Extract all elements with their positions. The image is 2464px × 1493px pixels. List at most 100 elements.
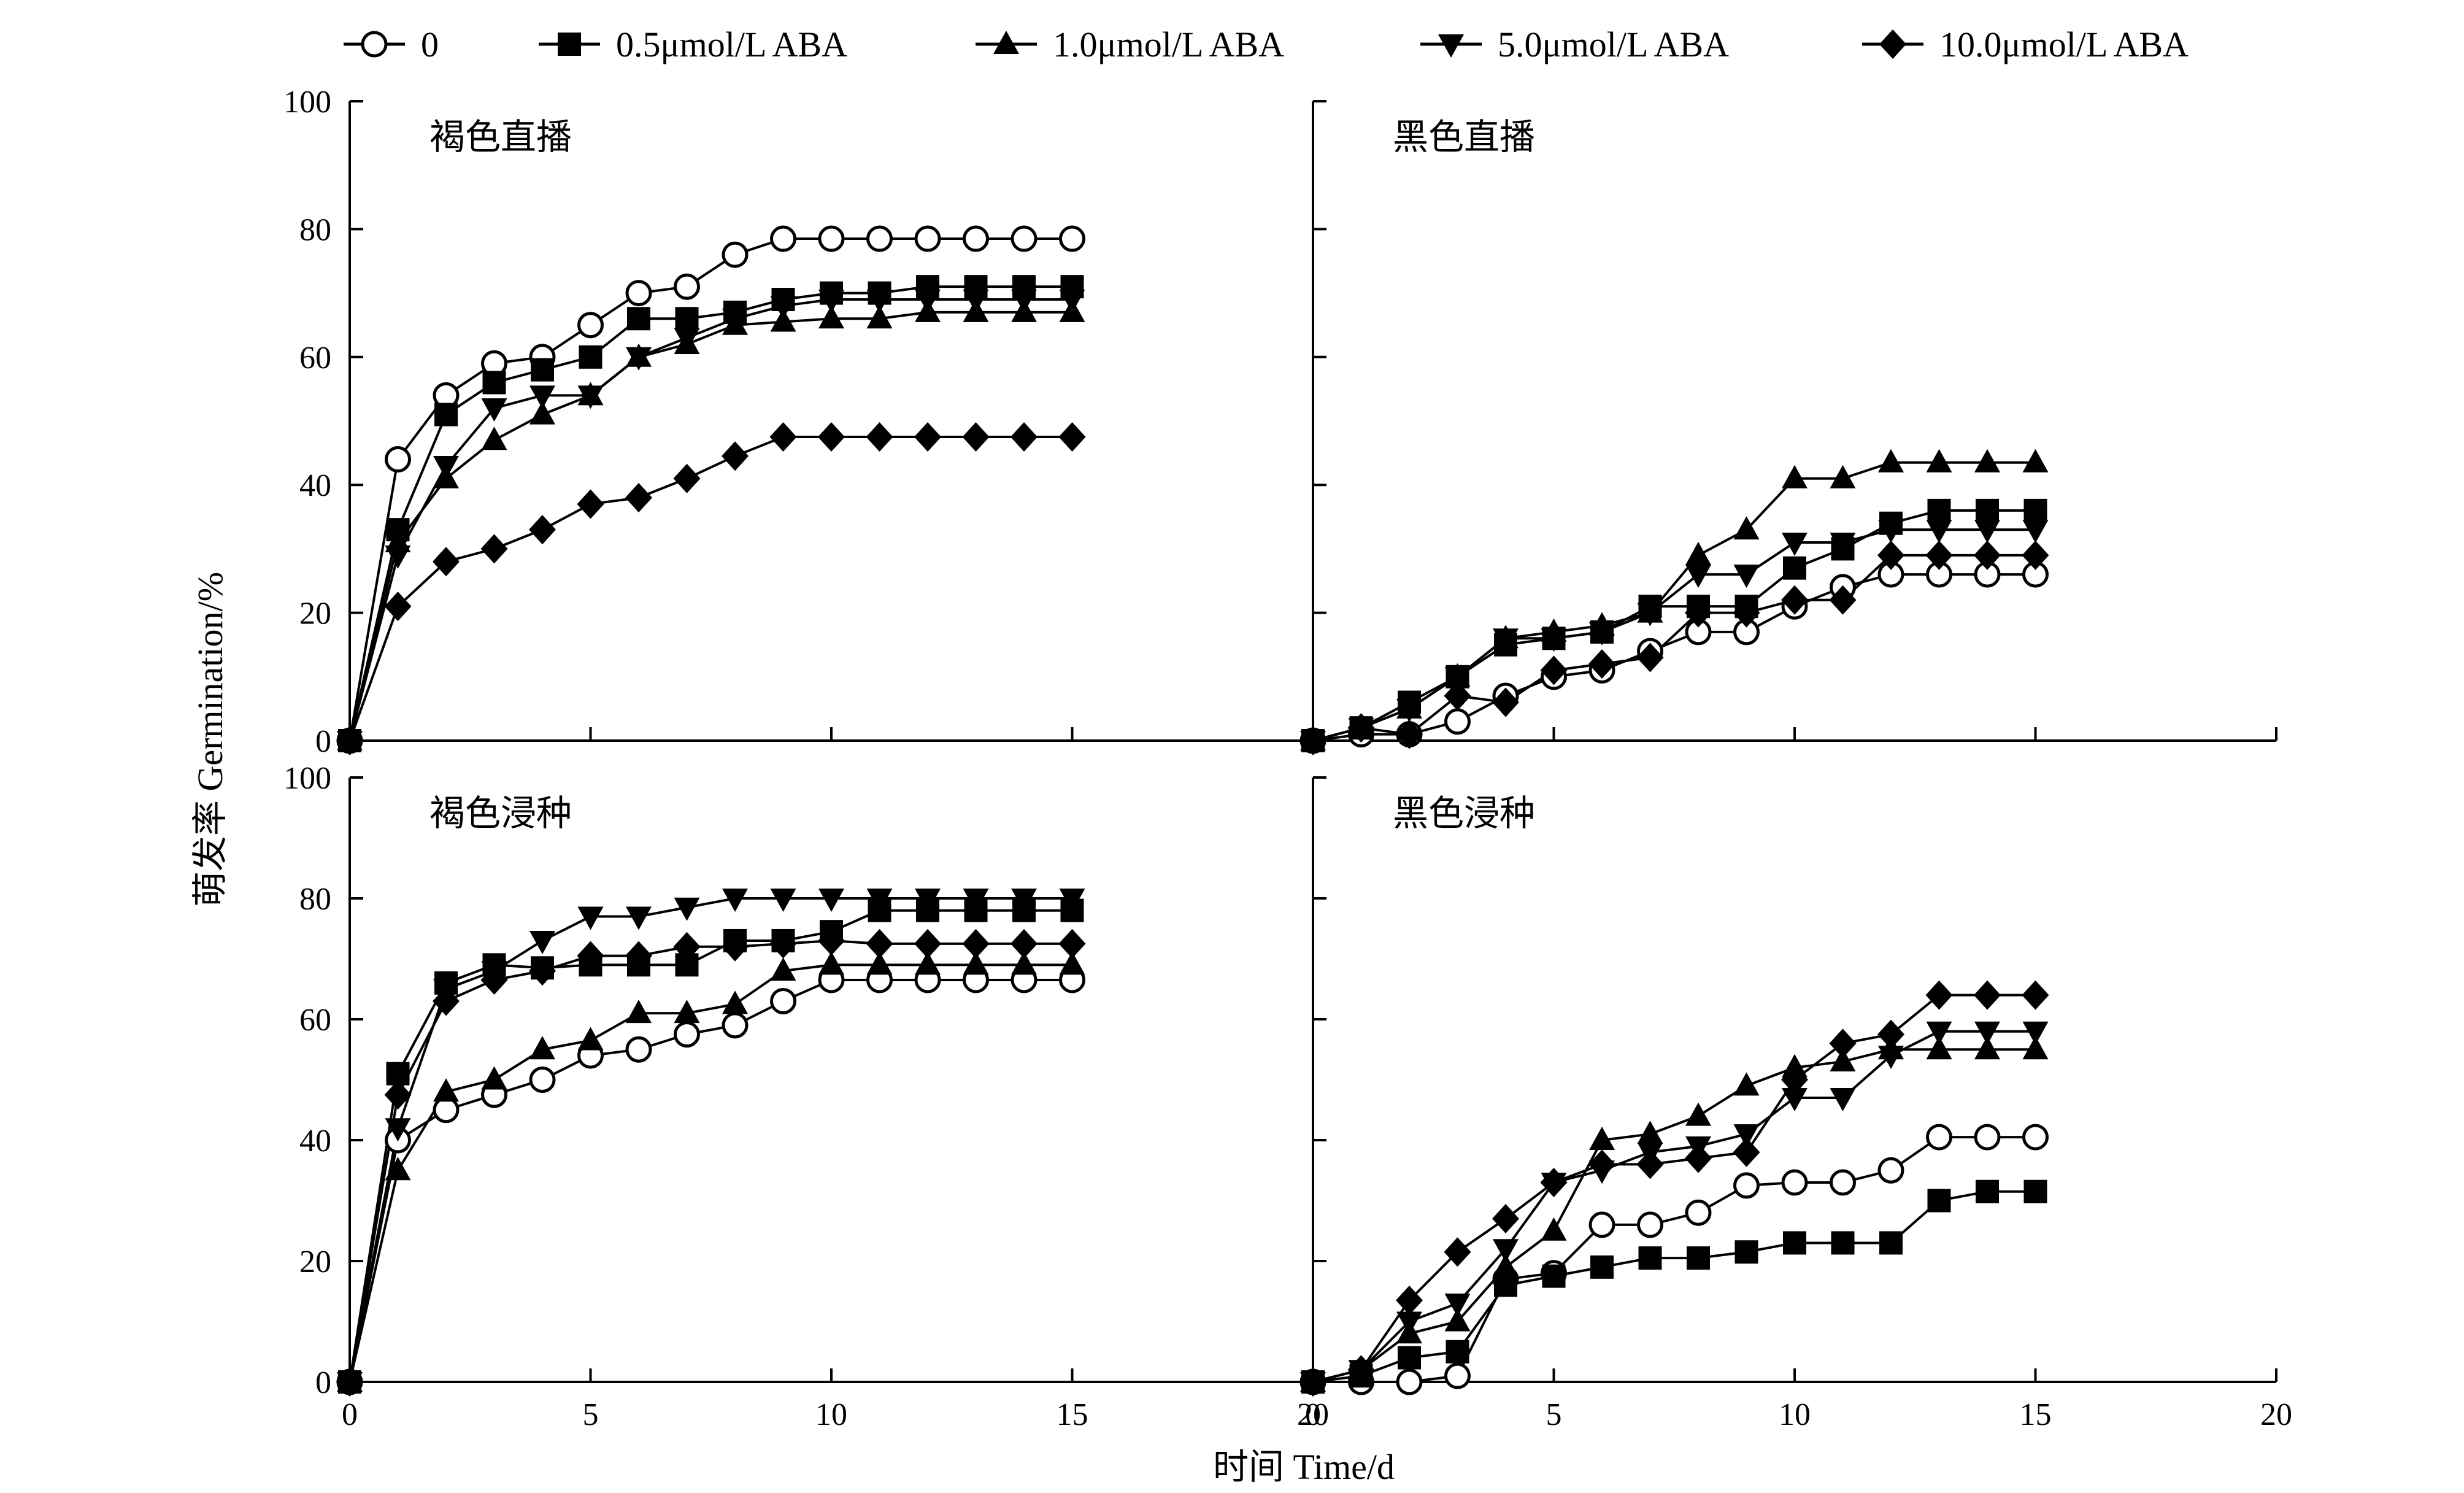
panel-title: 褐色浸种 xyxy=(429,793,572,833)
y-tick-label: 0 xyxy=(315,724,331,759)
x-tick-label: 15 xyxy=(2020,1397,2052,1432)
data-point xyxy=(1974,540,2001,570)
data-point xyxy=(722,990,748,1014)
data-point xyxy=(962,422,990,452)
y-tick-label: 60 xyxy=(299,1003,331,1038)
legend-label: 0 xyxy=(421,25,439,64)
data-point xyxy=(866,225,893,252)
data-point xyxy=(1733,1137,1760,1167)
data-point xyxy=(674,897,700,921)
data-point xyxy=(1059,889,1085,912)
series-line xyxy=(348,939,1072,1383)
data-point xyxy=(1637,1121,1663,1144)
data-point xyxy=(1974,520,2000,544)
data-point xyxy=(385,446,411,473)
data-point xyxy=(1059,951,1085,975)
legend-marker xyxy=(1879,29,1906,59)
legend-item: 0 xyxy=(344,25,439,64)
data-point xyxy=(1588,649,1615,679)
data-point xyxy=(1830,1047,1856,1071)
x-tick-label: 20 xyxy=(1297,1397,1329,1432)
data-point xyxy=(1829,585,1857,615)
data-point xyxy=(384,1080,412,1110)
data-point xyxy=(1831,1231,1855,1255)
data-point xyxy=(963,889,989,912)
data-point xyxy=(577,906,604,930)
x-tick-label: 0 xyxy=(342,1397,358,1432)
data-point xyxy=(625,280,652,307)
panel: 黑色直播 xyxy=(1299,100,2277,755)
data-point xyxy=(722,241,749,268)
series xyxy=(348,897,1072,1383)
data-point xyxy=(1590,1255,1614,1279)
data-point xyxy=(673,463,701,493)
series-line xyxy=(348,963,1072,1383)
series-line xyxy=(1312,509,2036,742)
series-line xyxy=(1312,554,2036,742)
data-point xyxy=(1830,465,1856,488)
data-point xyxy=(1444,1308,1471,1332)
series xyxy=(348,436,1072,741)
series xyxy=(348,963,1072,1383)
series-line xyxy=(348,298,1072,741)
data-point xyxy=(433,455,459,479)
data-point xyxy=(818,925,845,955)
data-point xyxy=(770,296,796,320)
data-point xyxy=(1685,1102,1711,1126)
data-point xyxy=(1685,565,1711,588)
data-point xyxy=(433,547,460,577)
data-point xyxy=(2022,1036,2049,1060)
data-point xyxy=(1878,449,1904,473)
data-point xyxy=(1877,1157,1904,1184)
data-point xyxy=(2022,1021,2049,1045)
data-point xyxy=(2022,1124,2049,1151)
data-point xyxy=(384,592,412,622)
data-point xyxy=(1974,980,2001,1010)
data-point xyxy=(1011,889,1037,912)
series-markers xyxy=(337,298,1085,750)
y-tick-label: 100 xyxy=(283,761,331,796)
data-point xyxy=(1347,1355,1375,1385)
data-point xyxy=(1540,1167,1568,1197)
data-point xyxy=(1782,532,1808,556)
data-point xyxy=(1927,1189,1951,1213)
series xyxy=(1312,1030,2036,1383)
series-markers xyxy=(336,966,1085,1395)
data-point xyxy=(722,1012,749,1039)
legend-item: 5.0μmol/L ABA xyxy=(1420,25,1729,64)
y-tick-label: 100 xyxy=(283,85,331,120)
series xyxy=(348,978,1072,1383)
data-point xyxy=(1974,1036,2000,1060)
data-point xyxy=(625,1036,652,1063)
legend-item: 0.5μmol/L ABA xyxy=(539,25,847,64)
series xyxy=(1312,1048,2036,1383)
data-point xyxy=(1396,1286,1423,1316)
data-point xyxy=(433,1078,459,1102)
data-point xyxy=(2022,520,2049,544)
data-point xyxy=(1926,1124,1952,1151)
data-point xyxy=(866,889,893,912)
data-point xyxy=(2022,449,2049,473)
data-point xyxy=(1493,1239,1519,1263)
data-point xyxy=(529,401,555,425)
legend-marker xyxy=(993,31,1019,54)
data-point xyxy=(963,290,989,314)
series-line xyxy=(1312,993,2036,1383)
data-point xyxy=(1925,980,1953,1010)
legend-marker xyxy=(558,33,581,56)
data-point xyxy=(674,1000,700,1024)
data-point xyxy=(1733,598,1760,628)
y-axis-title: 萌发率 Germination/% xyxy=(190,572,230,907)
data-point xyxy=(866,305,893,329)
legend-marker xyxy=(1438,34,1464,58)
series-line xyxy=(348,285,1072,741)
data-point xyxy=(336,726,363,755)
data-point xyxy=(674,273,700,300)
data-point xyxy=(1589,622,1615,646)
data-point xyxy=(1733,1072,1760,1096)
panel: 0 5 10 15 20 黑色浸种 xyxy=(1299,776,2292,1432)
data-point xyxy=(1878,520,1904,544)
data-point xyxy=(577,312,604,339)
series-line xyxy=(348,237,1072,741)
